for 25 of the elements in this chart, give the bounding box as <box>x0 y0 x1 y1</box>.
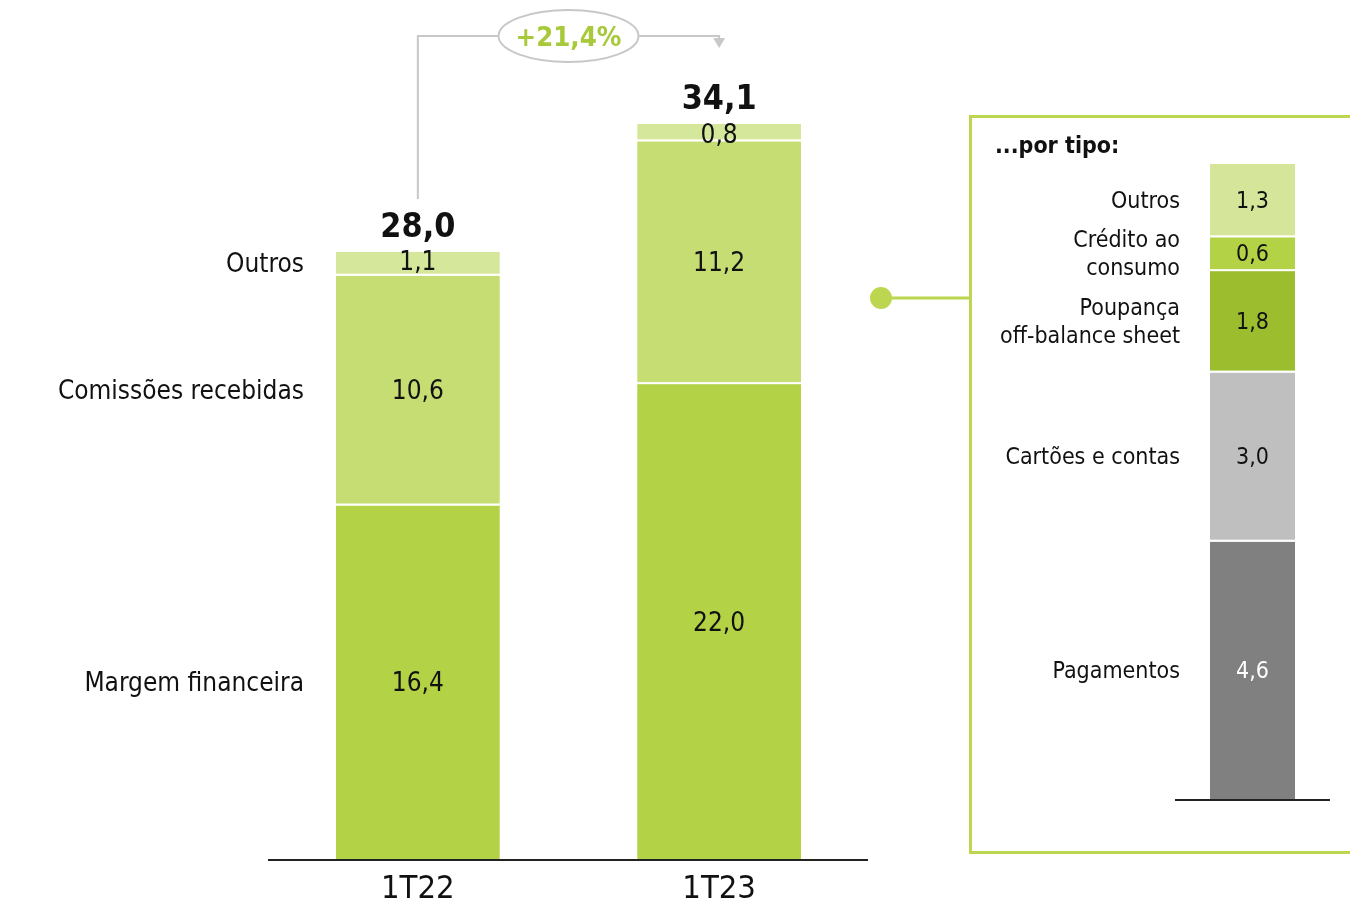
series-label: Comissões recebidas <box>57 374 304 405</box>
series-label: Poupança off-balance sheet <box>1000 294 1180 348</box>
x-tick-label: 1T22 <box>381 868 455 906</box>
data-label: 4,6 <box>1236 657 1269 684</box>
data-label: 1,3 <box>1236 186 1269 213</box>
series-label: Cartões e contas <box>1005 443 1180 470</box>
total-label: 34,1 <box>681 78 757 117</box>
series-label: Pagamentos <box>1052 657 1180 684</box>
data-label: 1,1 <box>399 246 437 277</box>
chart-title: ...por tipo: <box>995 132 1120 158</box>
data-label: 3,0 <box>1236 443 1269 470</box>
data-label: 1,8 <box>1236 307 1269 334</box>
series-label: Outros <box>1111 186 1180 213</box>
data-label: 0,8 <box>700 118 738 149</box>
series-label: Outros <box>226 247 304 278</box>
series-label: Margem financeira <box>84 667 304 698</box>
data-label: 10,6 <box>391 374 444 405</box>
text: +21,4% <box>515 20 622 52</box>
x-tick-label: 1T23 <box>682 868 756 906</box>
series-label: Crédito ao consumo <box>1073 226 1180 281</box>
data-label: 11,2 <box>693 246 746 277</box>
total-label: 28,0 <box>380 205 456 245</box>
data-label: 22,0 <box>693 606 746 637</box>
data-label: 16,4 <box>391 667 444 698</box>
data-label: 0,6 <box>1236 240 1269 267</box>
